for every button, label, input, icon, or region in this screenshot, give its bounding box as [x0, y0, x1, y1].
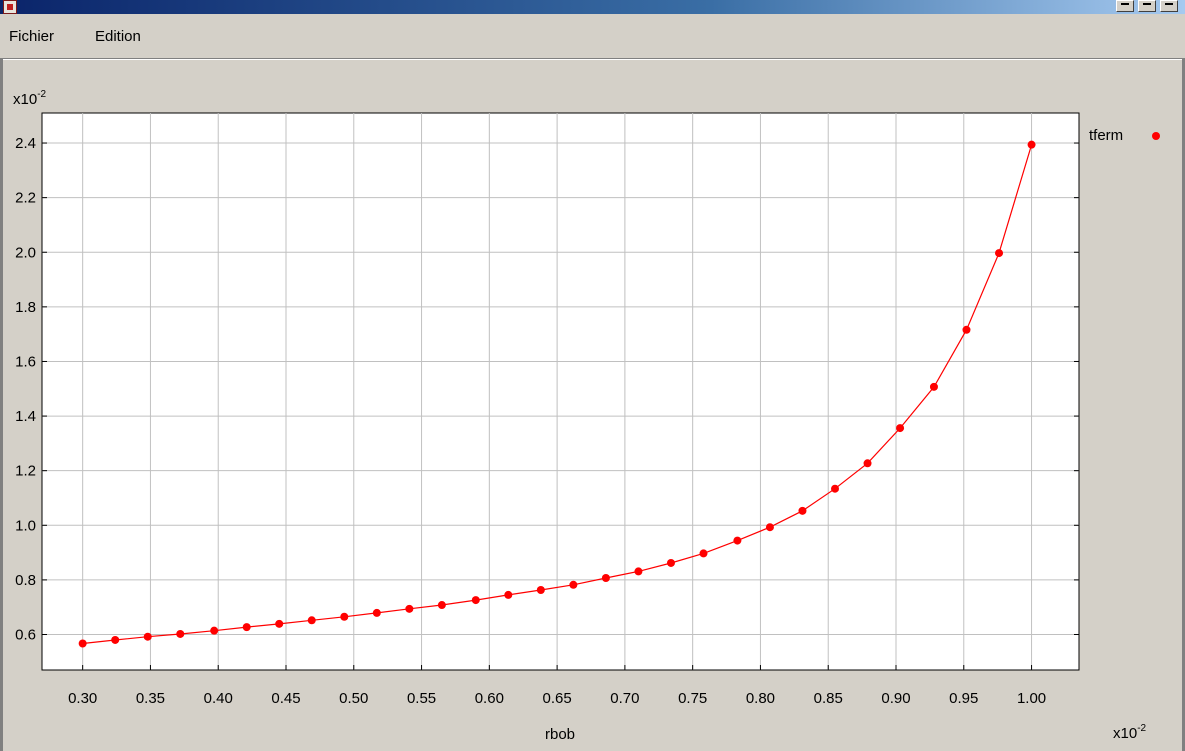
window-border-right — [1182, 58, 1185, 751]
data-point — [699, 549, 708, 558]
x-tick-label: 0.35 — [136, 690, 165, 707]
data-point — [962, 325, 971, 334]
minimize-button[interactable] — [1116, 0, 1134, 12]
data-point — [1027, 140, 1036, 149]
data-point — [405, 604, 414, 613]
x-tick-label: 0.55 — [407, 690, 436, 707]
x-tick-label: 0.75 — [678, 690, 707, 707]
maximize-button[interactable] — [1138, 0, 1156, 12]
y-axis-multiplier: x10-2 — [13, 89, 47, 108]
y-tick-label: 0.6 — [15, 627, 36, 644]
close-button[interactable] — [1160, 0, 1178, 12]
data-point — [471, 596, 480, 605]
y-tick-label: 1.8 — [15, 299, 36, 316]
series-line — [82, 144, 1033, 645]
y-tick-label: 2.2 — [15, 190, 36, 207]
data-point — [831, 484, 839, 493]
grid — [42, 113, 1079, 670]
data-point — [210, 626, 219, 635]
menu-bar: Fichier Edition — [0, 14, 1185, 60]
data-point — [536, 585, 545, 594]
series-tferm — [78, 140, 1036, 648]
legend-label-tferm: tferm — [1089, 127, 1123, 144]
x-tick-label: 0.45 — [271, 690, 300, 707]
data-point — [78, 639, 87, 648]
y-tick-label: 1.2 — [15, 463, 36, 480]
data-point — [733, 536, 742, 545]
y-axis: 0.6 0.8 1.0 1.2 1.4 1.6 1.8 2.0 2.2 2.4 — [15, 135, 1079, 644]
x-tick-label: 0.30 — [68, 690, 97, 707]
x-tick-label: 0.65 — [543, 690, 572, 707]
data-point — [111, 635, 120, 644]
title-bar — [0, 0, 1185, 14]
data-point — [307, 616, 316, 625]
data-point — [995, 249, 1004, 258]
data-point — [929, 382, 938, 391]
x-axis-label: rbob — [545, 726, 575, 743]
x-axis: 0.30 0.35 0.40 0.45 0.50 0.55 0.60 0.65 0.70 0.75… — [68, 665, 1046, 707]
window-border-left — [0, 58, 3, 751]
data-point — [176, 629, 185, 638]
data-point — [798, 506, 807, 515]
data-point — [765, 523, 774, 532]
legend-marker-tferm — [1152, 132, 1160, 140]
x-tick-label: 0.70 — [610, 690, 639, 707]
data-point — [504, 590, 513, 599]
data-point — [634, 567, 643, 576]
y-tick-label: 1.0 — [15, 517, 36, 534]
y-tick-label: 0.8 — [15, 572, 36, 589]
legend: tferm — [1089, 127, 1160, 144]
data-point — [372, 608, 381, 617]
menu-fichier[interactable]: Fichier — [9, 28, 55, 45]
data-point — [569, 580, 578, 589]
x-tick-label: 0.60 — [475, 690, 504, 707]
x-tick-label: 0.95 — [949, 690, 978, 707]
data-point — [437, 601, 446, 610]
data-point — [863, 459, 872, 468]
data-point — [242, 623, 251, 632]
y-tick-label: 2.0 — [15, 244, 36, 261]
x-tick-label: 0.40 — [204, 690, 233, 707]
x-tick-label: 0.90 — [881, 690, 910, 707]
plot-area — [41, 112, 1080, 671]
x-tick-label: 0.80 — [746, 690, 775, 707]
y-tick-label: 1.4 — [15, 408, 36, 425]
data-point — [601, 573, 610, 582]
data-point — [275, 619, 284, 628]
x-axis-multiplier: x10-2 — [1113, 723, 1147, 742]
data-point — [666, 558, 675, 567]
x-tick-label: 0.50 — [339, 690, 368, 707]
data-point — [340, 612, 349, 621]
data-point — [896, 424, 905, 433]
x-tick-label: 1.00 — [1017, 690, 1046, 707]
menu-edition[interactable]: Edition — [95, 28, 141, 45]
data-point — [143, 632, 152, 641]
y-tick-label: 1.6 — [15, 353, 36, 370]
x-tick-label: 0.85 — [814, 690, 843, 707]
y-tick-label: 2.4 — [15, 135, 36, 152]
app-icon — [3, 0, 17, 14]
